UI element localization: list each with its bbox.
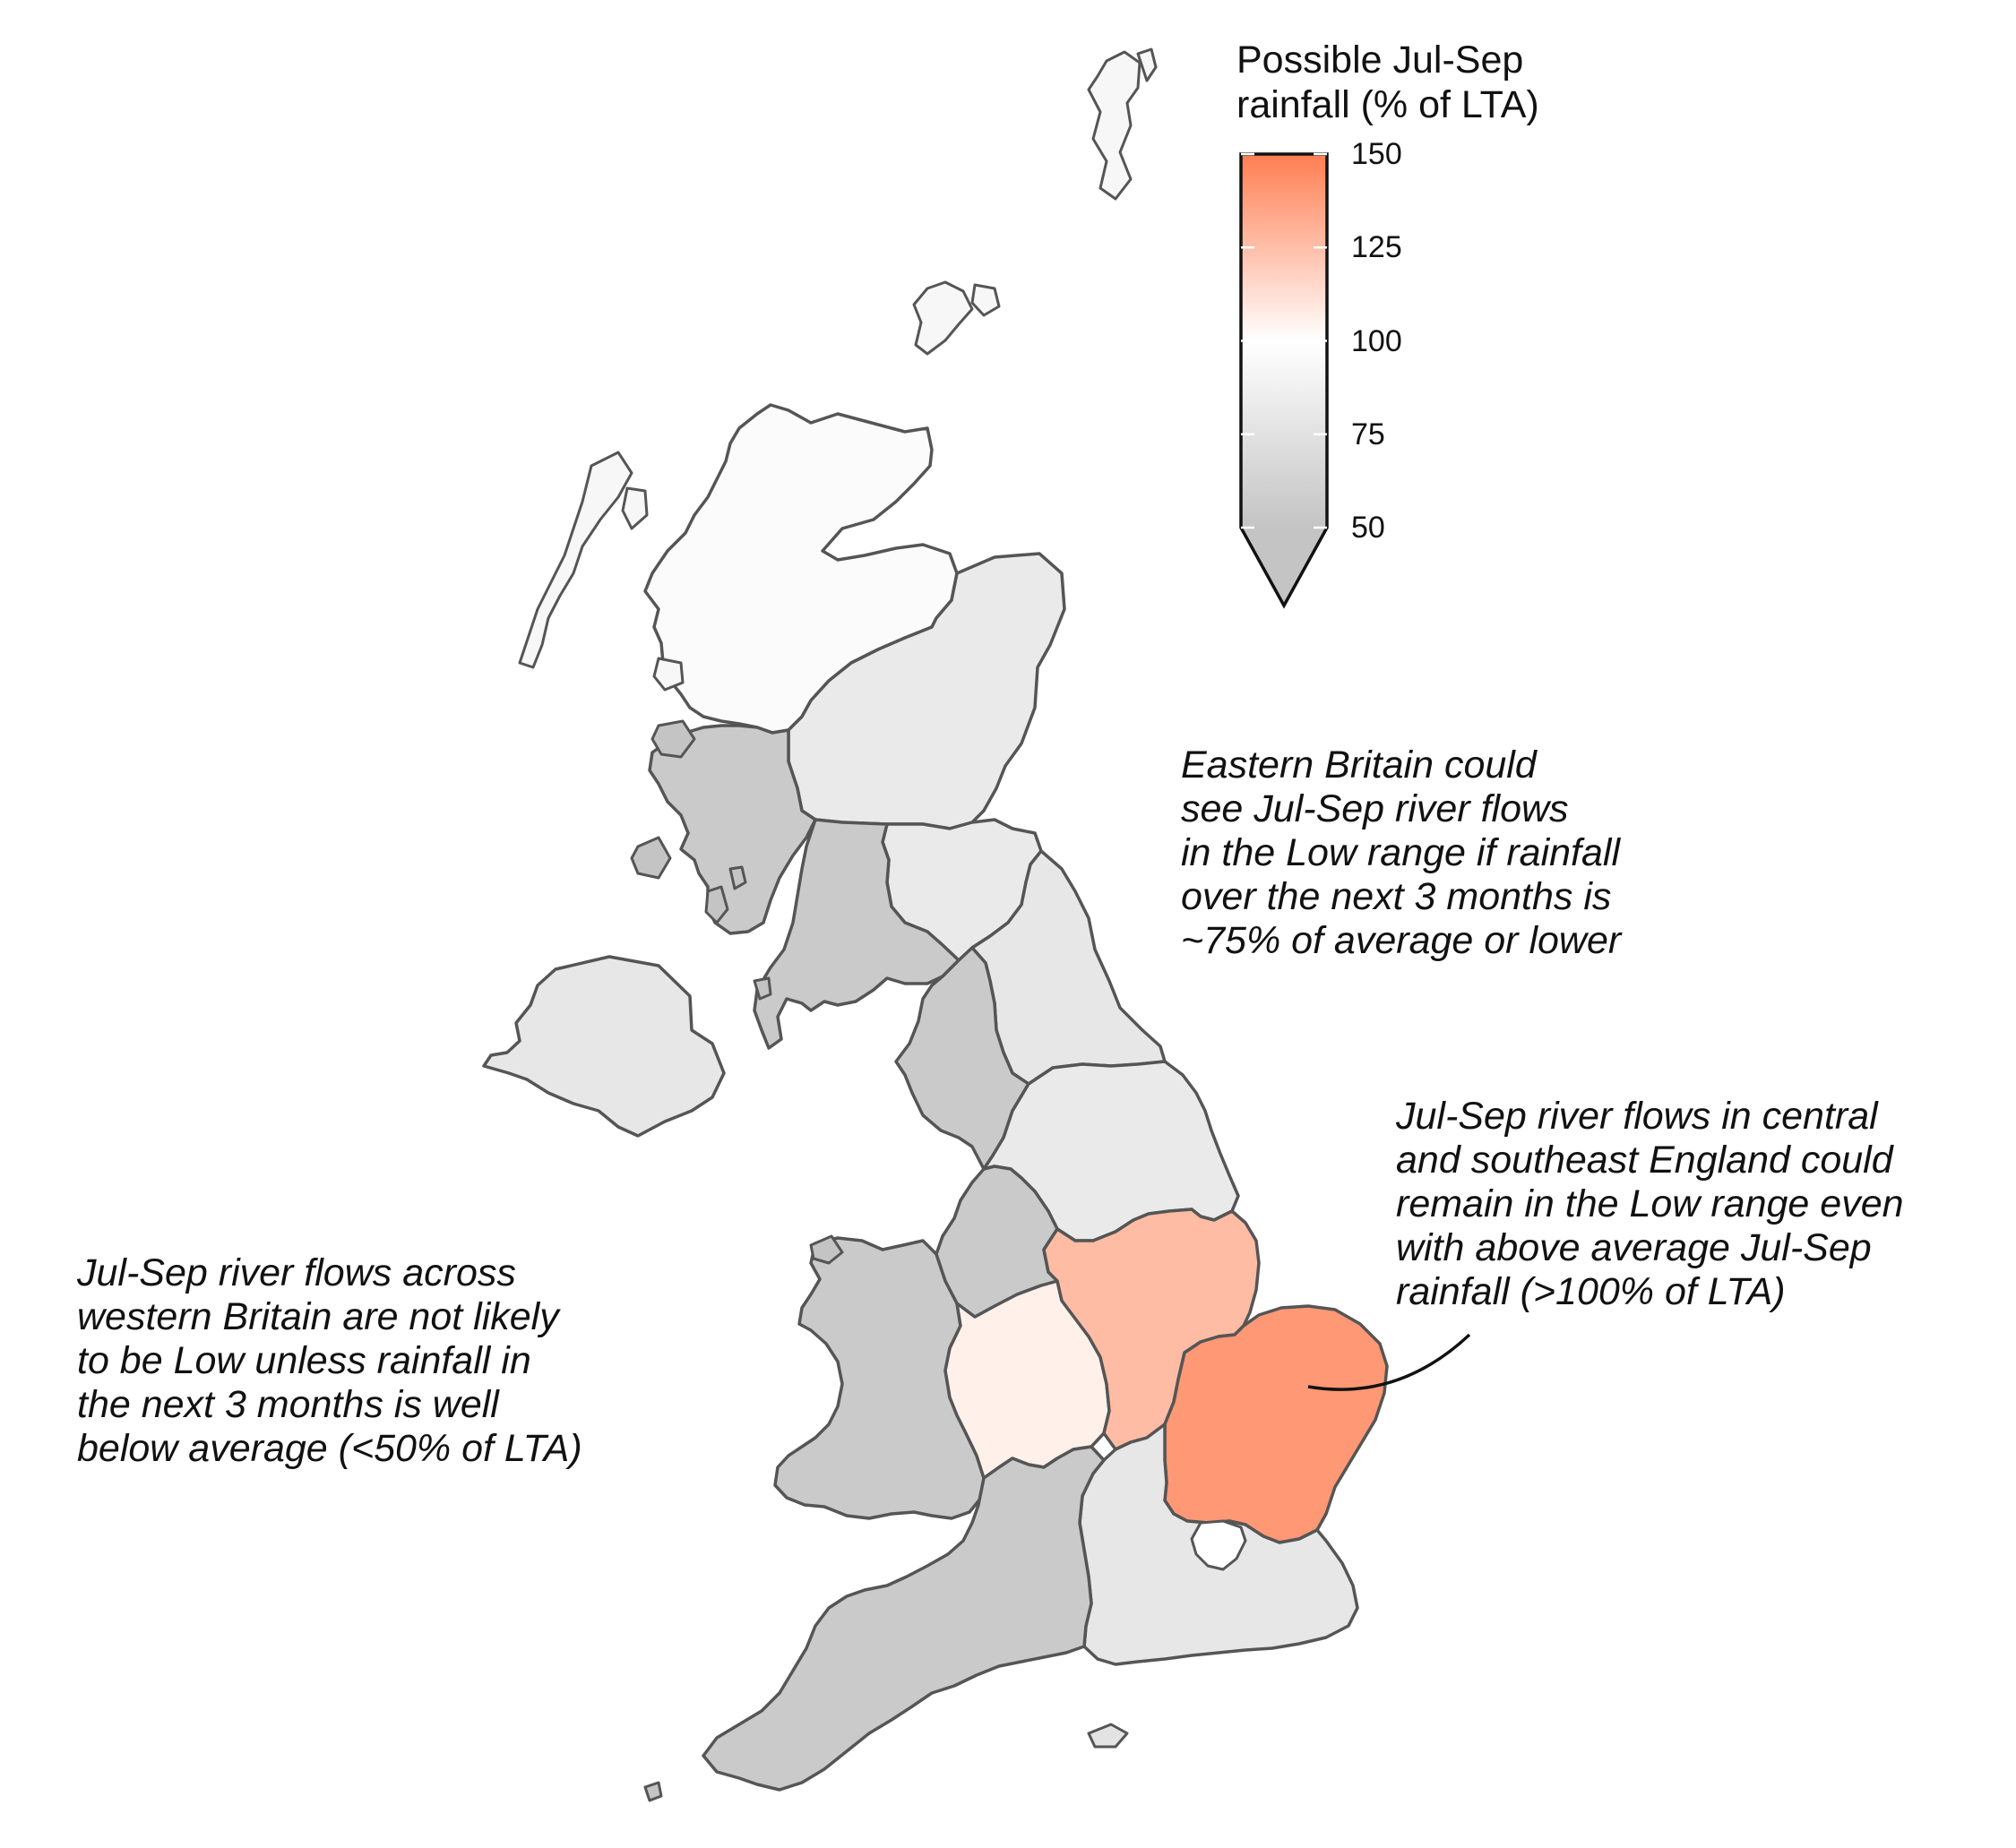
legend-tick-label: 75 — [1351, 417, 1385, 451]
legend-tick-label: 50 — [1351, 511, 1385, 545]
region-solway-borders — [753, 818, 961, 1050]
region-northern-ireland — [482, 955, 726, 1138]
annotation-eastern-britain: Eastern Britain could see Jul-Sep river … — [1181, 743, 1622, 962]
region-west-scotland — [648, 724, 817, 935]
legend-extend-triangle — [1241, 528, 1327, 606]
islands — [518, 47, 1247, 1802]
legend-gradient-bar — [1241, 154, 1327, 528]
annotation-southeast-england: Jul-Sep river flows in central and south… — [1396, 1095, 1904, 1313]
legend-tick-label: 100 — [1351, 323, 1402, 358]
region-north-west-lower — [935, 1165, 1059, 1319]
callout-line — [1307, 1333, 1471, 1391]
legend-colorbar — [1239, 152, 1329, 609]
legend-tick-label: 125 — [1351, 230, 1402, 265]
region-south-west-england — [702, 1445, 1106, 1792]
legend-outline — [1239, 152, 1329, 609]
annotation-western-britain: Jul-Sep river flows across western Brita… — [77, 1251, 582, 1470]
legend-tick-label: 150 — [1351, 137, 1402, 171]
legend-title: Possible Jul-Sep rainfall (% of LTA) — [1236, 39, 1539, 126]
